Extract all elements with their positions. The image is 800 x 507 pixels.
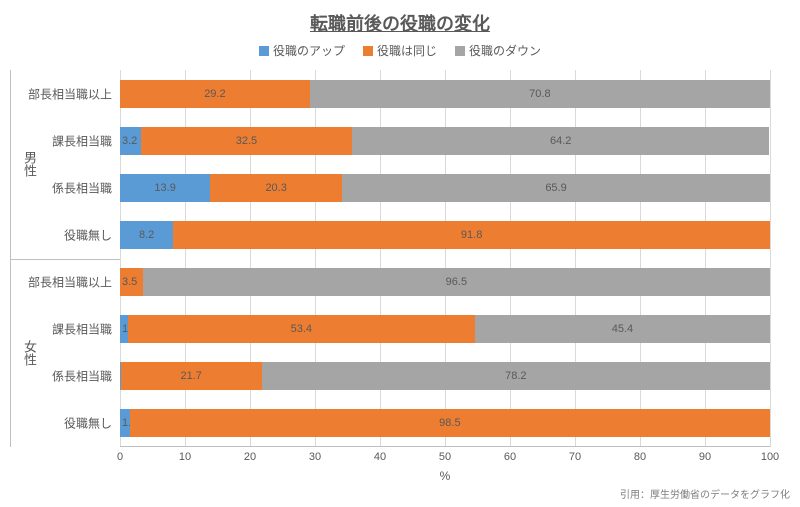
bar-row: 役職無し1.598.5 (120, 409, 770, 437)
chart-area: 0102030405060708090100%部長相当職以上29.270.8課長… (120, 70, 770, 447)
bar-segment: 1.2 (120, 315, 128, 343)
legend-label: 役職のアップ (273, 42, 345, 59)
bar-segment: 91.8 (173, 221, 770, 249)
legend-label: 役職は同じ (377, 42, 437, 59)
legend-item: 役職のアップ (259, 42, 345, 59)
bar-segment: 21.7 (121, 362, 262, 390)
bar-row: 部長相当職以上29.270.8 (120, 80, 770, 108)
legend-item: 役職のダウン (455, 42, 541, 59)
x-tick-label: 10 (179, 451, 191, 463)
legend-swatch (363, 46, 373, 56)
bar-segment: 8.2 (120, 221, 173, 249)
bar-segment: 78.2 (262, 362, 770, 390)
bar-segment: 96.5 (143, 268, 770, 296)
legend: 役職のアップ 役職は同じ 役職のダウン (0, 42, 800, 59)
bar-segment: 70.8 (310, 80, 770, 108)
x-tick-label: 0 (117, 451, 123, 463)
category-label: 係長相当職 (52, 368, 120, 385)
bar-segment: 64.2 (352, 127, 769, 155)
group-bracket (10, 70, 11, 259)
legend-swatch (259, 46, 269, 56)
x-tick-label: 70 (569, 451, 581, 463)
bar-segment: 20.3 (210, 174, 342, 202)
x-tick-label: 90 (699, 451, 711, 463)
bar-row: 部長相当職以上3.596.5 (120, 268, 770, 296)
legend-swatch (455, 46, 465, 56)
bar-segment: 32.5 (141, 127, 352, 155)
bar-segment: 3.5 (120, 268, 143, 296)
bar-value-label: 3.2 (122, 135, 137, 147)
bar-row: 役職無し8.291.8 (120, 221, 770, 249)
bar-segment: 53.4 (128, 315, 475, 343)
x-tick-label: 30 (309, 451, 321, 463)
x-axis-line (120, 446, 770, 447)
category-label: 係長相当職 (52, 179, 120, 196)
bar-segment: 3.2 (120, 127, 141, 155)
x-tick-label: 60 (504, 451, 516, 463)
x-tick-label: 50 (439, 451, 451, 463)
bar-value-label: 3.5 (122, 276, 137, 288)
bar-segment: 29.2 (120, 80, 310, 108)
bar-segment: 65.9 (342, 174, 770, 202)
bar-segment: 98.5 (130, 409, 770, 437)
bar-row: 課長相当職1.253.445.4 (120, 315, 770, 343)
category-label: 役職無し (64, 226, 120, 243)
category-label: 役職無し (64, 415, 120, 432)
gridline (770, 70, 771, 447)
category-label: 部長相当職以上 (28, 85, 120, 102)
bar-row: 課長相当職3.232.564.2 (120, 127, 770, 155)
x-axis-title: % (440, 469, 451, 483)
legend-label: 役職のダウン (469, 42, 541, 59)
bar-segment: 45.4 (475, 315, 770, 343)
category-label: 部長相当職以上 (28, 274, 120, 291)
x-tick-label: 20 (244, 451, 256, 463)
bar-row: 係長相当職13.920.365.9 (120, 174, 770, 202)
x-tick-label: 100 (761, 451, 779, 463)
bar-segment: 13.9 (120, 174, 210, 202)
group-label: 女性 (20, 340, 39, 366)
category-label: 課長相当職 (52, 132, 120, 149)
citation-text: 引用：厚生労働省のデータをグラフ化 (620, 486, 790, 501)
bar-segment: 1.5 (120, 409, 130, 437)
group-separator (10, 259, 120, 260)
x-tick-label: 80 (634, 451, 646, 463)
category-label: 課長相当職 (52, 321, 120, 338)
chart-title: 転職前後の役職の変化 (0, 0, 800, 36)
group-label: 男性 (20, 151, 39, 177)
bar-row: 係長相当職0.121.778.2 (120, 362, 770, 390)
plot-area: 0102030405060708090100%部長相当職以上29.270.8課長… (120, 70, 770, 447)
x-tick-label: 40 (374, 451, 386, 463)
group-bracket (10, 259, 11, 448)
legend-item: 役職は同じ (363, 42, 437, 59)
